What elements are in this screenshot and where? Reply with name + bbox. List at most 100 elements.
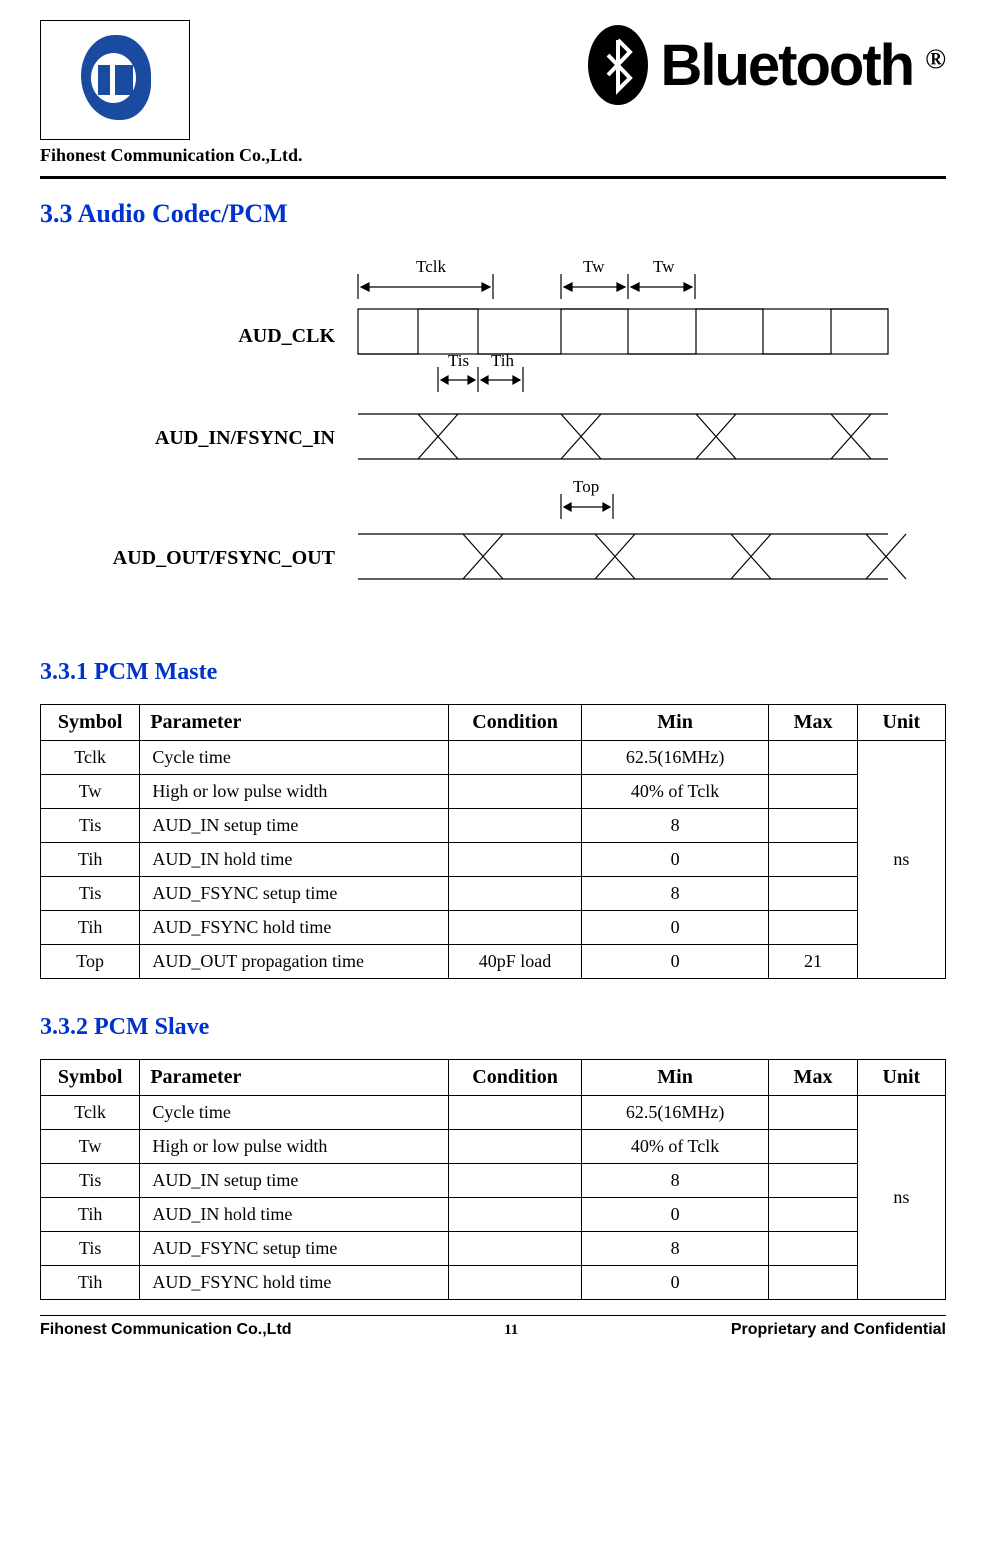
cell-max (769, 1198, 857, 1232)
svg-text:Tih: Tih (491, 351, 515, 370)
cell-symbol: Tih (41, 1266, 140, 1300)
bluetooth-brand: Bluetooth ® (588, 25, 946, 105)
cell-condition (449, 809, 581, 843)
cell-unit: ns (857, 741, 945, 979)
cell-min: 40% of Tclk (581, 775, 769, 809)
cell-parameter: AUD_IN setup time (140, 809, 449, 843)
table-row: TihAUD_FSYNC hold time 0 (41, 1266, 946, 1300)
table-pcm-slave: Symbol Parameter Condition Min Max Unit … (40, 1059, 946, 1300)
cell-max (769, 911, 857, 945)
footer-company: Fihonest Communication Co.,Ltd (40, 1321, 292, 1339)
table-row: TwHigh or low pulse width 40% of Tclk (41, 775, 946, 809)
svg-text:Tw: Tw (653, 257, 675, 276)
cell-condition: 40pF load (449, 945, 581, 979)
cell-condition (449, 775, 581, 809)
cell-condition (449, 911, 581, 945)
footer-confidential: Proprietary and Confidential (731, 1321, 946, 1339)
th-symbol: Symbol (41, 705, 140, 741)
header-divider (40, 176, 946, 179)
cell-condition (449, 741, 581, 775)
cell-parameter: AUD_FSYNC hold time (140, 911, 449, 945)
cell-max (769, 1130, 857, 1164)
cell-min: 0 (581, 1266, 769, 1300)
bluetooth-icon (588, 25, 648, 105)
table-header-row: Symbol Parameter Condition Min Max Unit (41, 705, 946, 741)
svg-text:Tis: Tis (448, 351, 469, 370)
svg-text:AUD_CLK: AUD_CLK (238, 325, 335, 347)
th-condition: Condition (449, 705, 581, 741)
cell-max: 21 (769, 945, 857, 979)
footer-divider (40, 1315, 946, 1316)
table-row: TihAUD_IN hold time 0 (41, 1198, 946, 1232)
cell-condition (449, 1096, 581, 1130)
company-logo (40, 20, 190, 140)
svg-text:AUD_OUT/FSYNC_OUT: AUD_OUT/FSYNC_OUT (113, 547, 336, 569)
cell-condition (449, 1164, 581, 1198)
cell-max (769, 741, 857, 775)
cell-condition (449, 1266, 581, 1300)
cell-min: 0 (581, 843, 769, 877)
th-unit: Unit (857, 1060, 945, 1096)
cell-unit: ns (857, 1096, 945, 1300)
svg-text:AUD_IN/FSYNC_IN: AUD_IN/FSYNC_IN (155, 427, 336, 449)
svg-text:Top: Top (573, 477, 599, 496)
cell-max (769, 1096, 857, 1130)
cell-parameter: AUD_OUT propagation time (140, 945, 449, 979)
cell-parameter: High or low pulse width (140, 775, 449, 809)
cell-max (769, 775, 857, 809)
th-parameter: Parameter (140, 1060, 449, 1096)
cell-symbol: Tih (41, 911, 140, 945)
cell-min: 40% of Tclk (581, 1130, 769, 1164)
table-row: TihAUD_FSYNC hold time0 (41, 911, 946, 945)
th-unit: Unit (857, 705, 945, 741)
cell-parameter: AUD_IN hold time (140, 843, 449, 877)
cell-symbol: Top (41, 945, 140, 979)
page-header: Bluetooth ® (40, 20, 946, 140)
cell-max (769, 809, 857, 843)
company-name: Fihonest Communication Co.,Ltd. (40, 145, 946, 166)
cell-max (769, 1266, 857, 1300)
cell-condition (449, 843, 581, 877)
cell-symbol: Tis (41, 1164, 140, 1198)
cell-min: 0 (581, 945, 769, 979)
cell-symbol: Tw (41, 775, 140, 809)
cell-condition (449, 877, 581, 911)
cell-symbol: Tih (41, 1198, 140, 1232)
cell-parameter: AUD_FSYNC hold time (140, 1266, 449, 1300)
th-symbol: Symbol (41, 1060, 140, 1096)
cell-symbol: Tis (41, 809, 140, 843)
th-max: Max (769, 705, 857, 741)
cell-parameter: High or low pulse width (140, 1130, 449, 1164)
table-row: TopAUD_OUT propagation time40pF load021 (41, 945, 946, 979)
cell-parameter: AUD_IN setup time (140, 1164, 449, 1198)
timing-diagram: Tclk Tw Tw AUD_CLK Tis Tih (63, 254, 923, 624)
th-min: Min (581, 1060, 769, 1096)
subsection-pcm-slave: 3.3.2 PCM Slave (40, 1014, 946, 1041)
cell-max (769, 1232, 857, 1266)
table-row: TisAUD_IN setup time 8 (41, 1164, 946, 1198)
cell-symbol: Tclk (41, 1096, 140, 1130)
cell-symbol: Tclk (41, 741, 140, 775)
th-max: Max (769, 1060, 857, 1096)
footer-page-number: 11 (504, 1322, 518, 1339)
table-row: TihAUD_IN hold time0 (41, 843, 946, 877)
cell-condition (449, 1198, 581, 1232)
cell-parameter: Cycle time (140, 741, 449, 775)
cell-parameter: AUD_IN hold time (140, 1198, 449, 1232)
cell-min: 62.5(16MHz) (581, 1096, 769, 1130)
registered-mark: ® (925, 44, 946, 76)
table-row: TisAUD_IN setup time8 (41, 809, 946, 843)
cell-max (769, 843, 857, 877)
cell-symbol: Tis (41, 1232, 140, 1266)
cell-max (769, 877, 857, 911)
table-row: TisAUD_FSYNC setup time8 (41, 877, 946, 911)
svg-text:Tclk: Tclk (416, 257, 446, 276)
section-title: 3.3 Audio Codec/PCM (40, 199, 946, 229)
cell-min: 8 (581, 1232, 769, 1266)
cell-min: 8 (581, 1164, 769, 1198)
cell-min: 0 (581, 1198, 769, 1232)
cell-condition (449, 1130, 581, 1164)
subsection-pcm-master: 3.3.1 PCM Maste (40, 659, 946, 686)
cell-parameter: AUD_FSYNC setup time (140, 1232, 449, 1266)
cell-max (769, 1164, 857, 1198)
